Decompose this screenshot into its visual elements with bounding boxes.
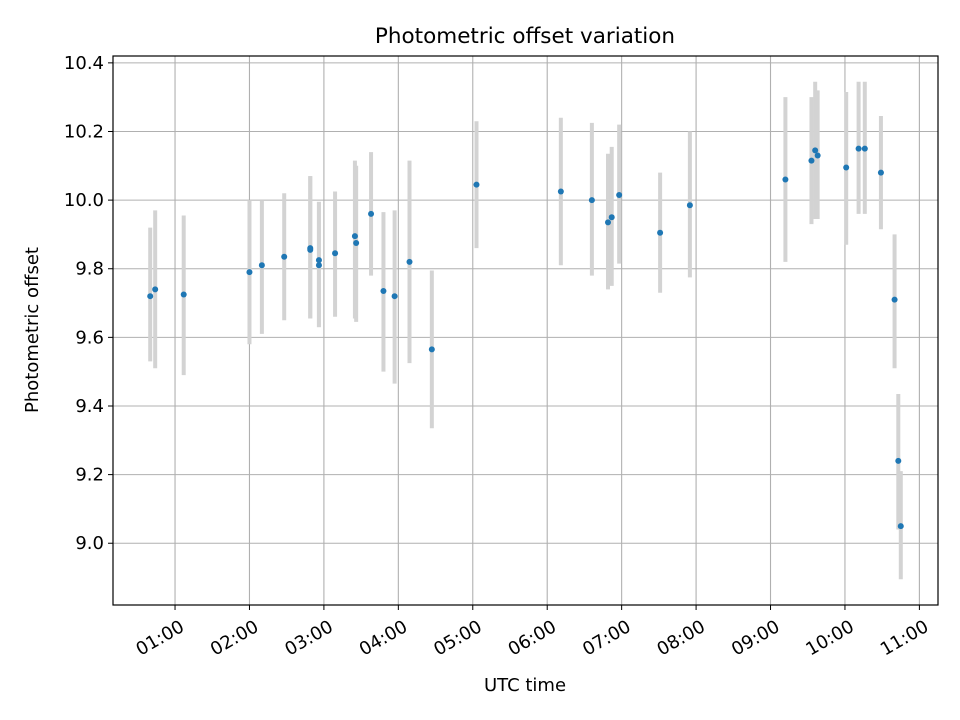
y-tick-label: 10.2 [64,121,104,142]
data-point [808,157,815,164]
data-point [686,202,693,209]
data-point [473,181,480,188]
data-point [258,262,265,269]
y-tick-label: 10.4 [64,53,104,74]
chart-title: Photometric offset variation [375,24,675,49]
data-point [391,293,398,300]
data-point [351,233,358,240]
data-point [180,291,187,298]
data-point [814,152,821,159]
data-point [332,250,339,257]
data-point [843,164,850,171]
data-point [428,346,435,353]
x-axis-title: UTC time [484,675,566,696]
data-point [897,523,904,530]
data-point [588,197,595,204]
data-point [281,253,288,260]
data-point [152,286,159,293]
y-axis-title: Photometric offset [22,247,43,413]
data-point [861,145,868,152]
y-tick-label: 9.2 [75,465,104,486]
data-point [406,258,413,265]
data-points [147,145,904,530]
data-point [353,240,360,247]
data-point [782,176,789,183]
data-point [855,145,862,152]
grid-lines [113,56,938,605]
data-point [380,288,387,295]
plot-frame [112,55,939,606]
data-point [891,296,898,303]
data-point [877,169,884,176]
data-point [812,147,819,154]
y-tick-label: 9.8 [75,259,104,280]
data-point [246,269,253,276]
y-axis-ticks: 9.0 9.2 9.4 9.6 9.8 10.0 10.2 10.4 [64,53,113,554]
data-point [657,229,664,236]
data-point [557,188,564,195]
data-point [368,210,375,217]
data-point [608,214,615,221]
data-point [895,457,902,464]
data-point [605,219,611,226]
y-tick-label: 10.0 [64,190,104,211]
y-tick-label: 9.6 [75,327,104,348]
data-point [616,191,623,198]
y-tick-label: 9.4 [75,396,104,417]
data-point [315,257,322,264]
y-tick-label: 9.0 [75,533,104,554]
data-point [307,246,314,253]
data-point [315,262,322,269]
data-point [147,293,154,300]
